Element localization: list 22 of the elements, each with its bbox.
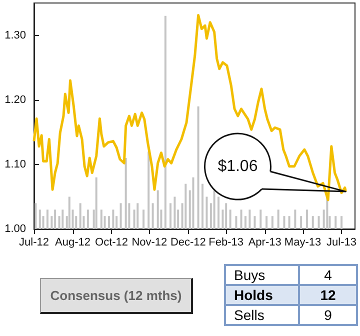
x-tick-label: Jul-13 — [326, 236, 357, 248]
x-tick-label: Dec-12 — [170, 236, 206, 248]
x-tick-label: Jul-12 — [19, 236, 49, 248]
data-label: 4 — [299, 265, 357, 285]
data-label: 12 — [299, 285, 357, 305]
y-tick-label: 1.00 — [4, 223, 26, 235]
annotation: $1.06 — [216, 156, 259, 177]
x-tick-label: May-13 — [284, 236, 322, 248]
y-tick-label: 1.30 — [4, 29, 26, 42]
data-label: 9 — [299, 305, 357, 325]
category-label: Holds — [225, 285, 299, 305]
x-tick-label: Nov-12 — [132, 236, 168, 248]
x-tick-label: Aug-12 — [55, 236, 90, 248]
category-label: Buys — [225, 265, 299, 285]
x-tick-label: Oct-12 — [95, 236, 128, 248]
category-label: Sells — [225, 305, 299, 325]
line-series — [32, 14, 347, 202]
x-tick-label: Apr-13 — [248, 236, 282, 248]
x-tick-label: Feb-13 — [208, 236, 244, 248]
y-tick-label: 1.20 — [4, 94, 26, 106]
text: Consensus (12 mths) — [40, 278, 193, 314]
y-tick-label: 1.10 — [4, 158, 26, 170]
